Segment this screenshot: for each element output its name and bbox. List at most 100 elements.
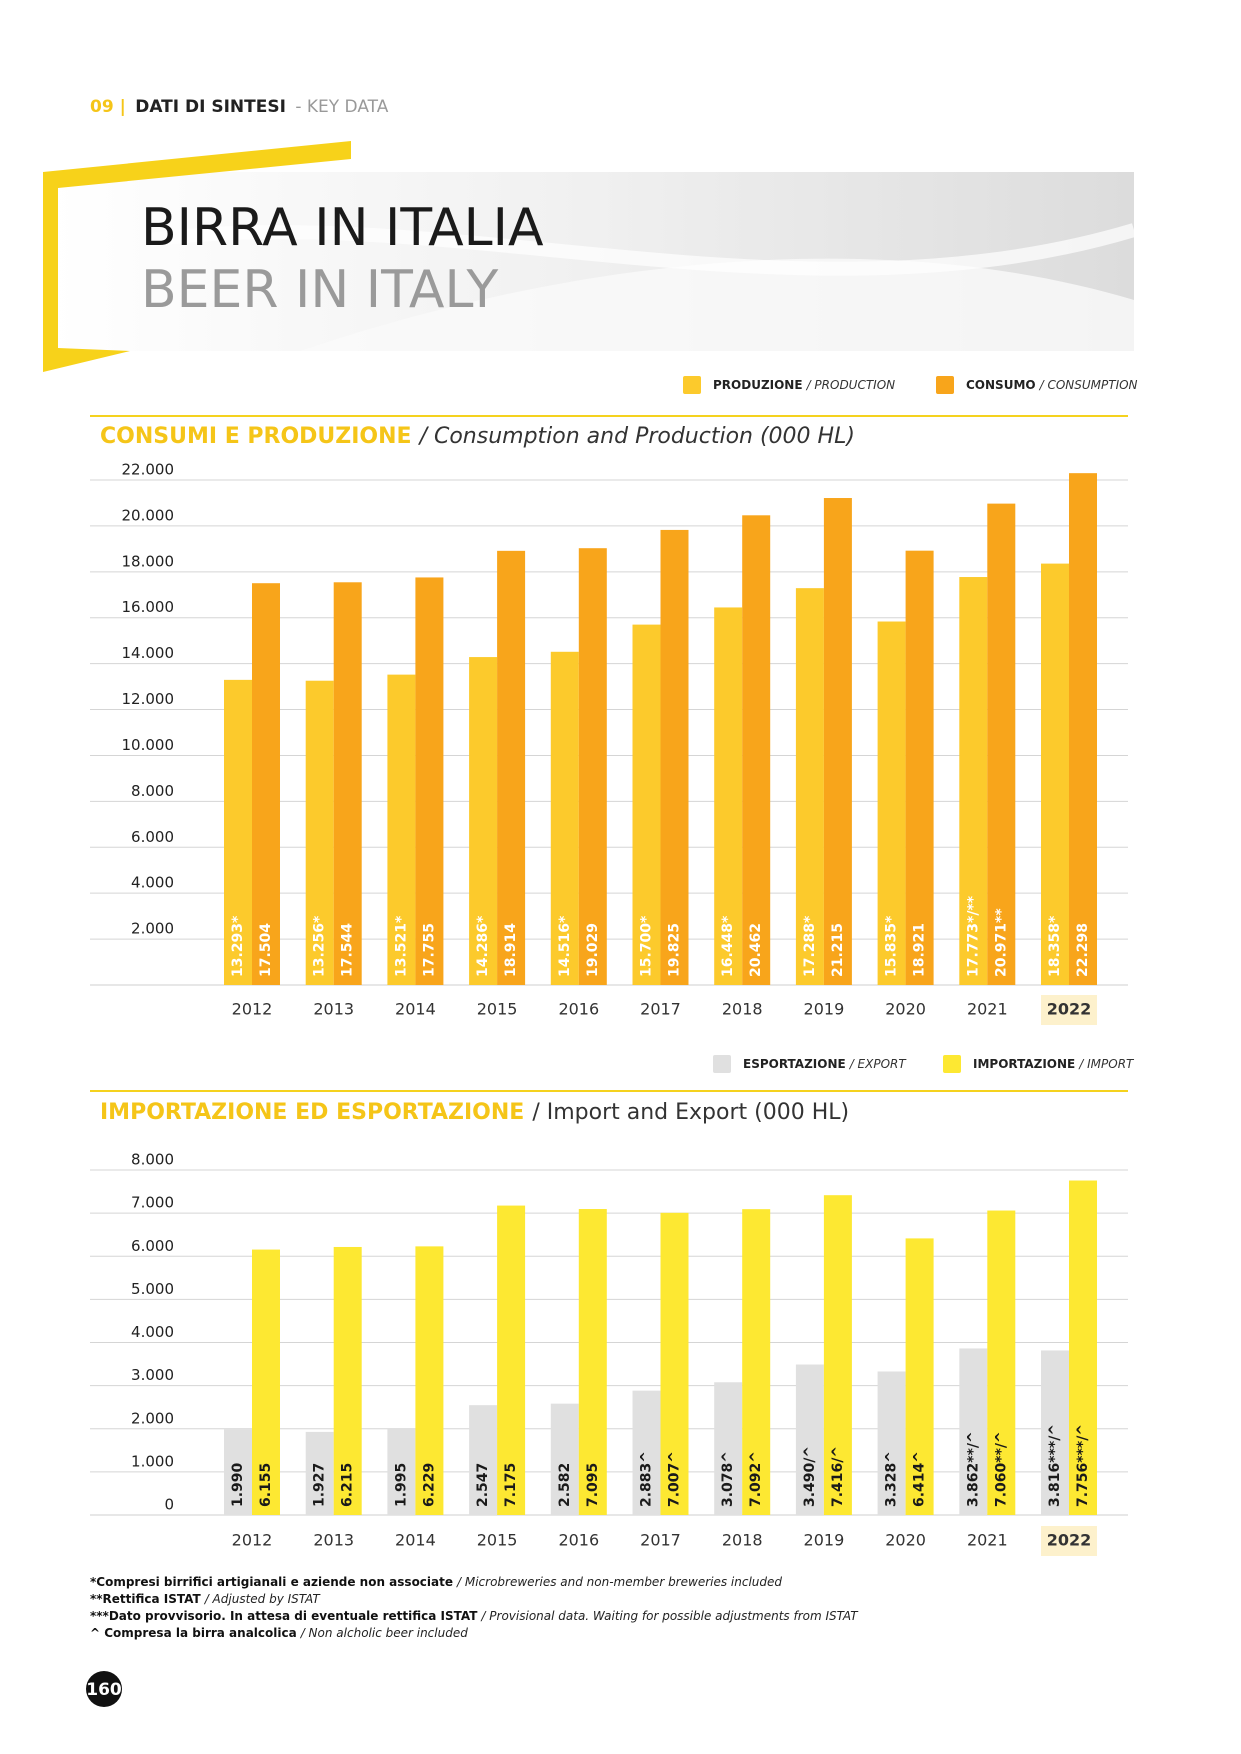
bar [469, 1405, 498, 1515]
legend-swatch [936, 376, 954, 394]
footnote-bold: *Compresi birrifici artigianali e aziend… [90, 1575, 453, 1589]
bar [742, 515, 771, 985]
value-label: 17.544 [340, 923, 356, 977]
legend-name-en: / PRODUCTION [806, 378, 896, 392]
legend-name-en: / EXPORT [849, 1057, 908, 1071]
value-label: 18.914 [503, 923, 519, 977]
bar [1041, 1350, 1069, 1515]
footnote-text: / Adjusted by ISTAT [204, 1592, 322, 1606]
value-label: 15.700* [639, 915, 655, 977]
legend-entry: IMPORTAZIONE / IMPORT [973, 1057, 1135, 1071]
bar [795, 588, 824, 985]
x-tick-label: 2017 [640, 1000, 681, 1019]
bar [469, 657, 498, 985]
bar [877, 621, 906, 985]
chart-title-main: IMPORTAZIONE ED ESPORTAZIONE [100, 1100, 524, 1125]
y-tick-label: 4.000 [131, 1323, 174, 1341]
x-tick-label: 2015 [477, 1000, 518, 1019]
footnote: ***Dato provvisorio. In attesa di eventu… [90, 1609, 859, 1623]
value-label: 17.755 [421, 923, 437, 977]
x-tick-label: 2019 [804, 1000, 845, 1019]
bar [550, 1403, 579, 1515]
bar [252, 583, 280, 985]
bar [632, 624, 661, 985]
x-tick-label: 2022 [1047, 1000, 1092, 1019]
value-label: 3.862**/^ [965, 1431, 981, 1507]
legend-name-en: / IMPORT [1078, 1057, 1135, 1071]
value-label: 7.416/^ [830, 1446, 846, 1507]
legend-entry: CONSUMO / CONSUMPTION [966, 378, 1138, 392]
value-label: 3.490/^ [802, 1446, 818, 1507]
section-number: 09 | [90, 97, 126, 117]
y-tick-label: 12.000 [122, 690, 175, 708]
value-label: 7.175 [503, 1463, 519, 1507]
bar [823, 498, 852, 985]
value-label: 1.990 [230, 1462, 246, 1507]
x-tick-label: 2013 [313, 1000, 354, 1019]
footnote: **Rettifica ISTAT / Adjusted by ISTAT [90, 1592, 321, 1606]
y-tick-label: 8.000 [131, 782, 174, 800]
y-tick-label: 0 [164, 1496, 174, 1514]
y-tick-label: 22.000 [122, 461, 175, 479]
legend-name: IMPORTAZIONE [973, 1057, 1075, 1071]
y-tick-label: 4.000 [131, 874, 174, 892]
footnote-bold: ***Dato provvisorio. In attesa di eventu… [90, 1609, 478, 1623]
y-tick-label: 2.000 [131, 1409, 174, 1427]
bar [387, 674, 416, 985]
value-label: 6.215 [340, 1463, 356, 1507]
value-label: 19.825 [667, 923, 683, 977]
chart-title: CONSUMI E PRODUZIONE / Consumption and Pr… [100, 424, 855, 449]
value-label: 14.286* [475, 915, 491, 977]
value-label: 22.298 [1075, 923, 1091, 977]
y-tick-label: 6.000 [131, 1237, 174, 1255]
bar [497, 550, 526, 985]
x-tick-label: 2018 [722, 1531, 763, 1550]
legend-name: ESPORTAZIONE [743, 1057, 846, 1071]
x-tick-label: 2022 [1047, 1531, 1092, 1550]
y-tick-label: 7.000 [131, 1194, 174, 1212]
page-subtitle: BEER IN ITALY [141, 260, 499, 320]
value-label: 19.029 [585, 923, 601, 977]
highlight-box [1041, 995, 1097, 1025]
value-label: 2.547 [475, 1463, 491, 1507]
section-label: DATI DI SINTESI [135, 97, 286, 117]
page-number: 160 [86, 1680, 122, 1700]
x-tick-label: 2016 [558, 1531, 599, 1550]
bar [905, 1238, 934, 1515]
bar [959, 577, 988, 985]
value-label: 13.293* [230, 915, 246, 977]
value-label: 17.504 [258, 923, 274, 977]
x-tick-label: 2017 [640, 1531, 681, 1550]
title-wave [300, 258, 1134, 351]
bar [224, 1429, 252, 1515]
footnote-bold: ^ Compresa la birra analcolica [90, 1626, 297, 1640]
chart-title: IMPORTAZIONE ED ESPORTAZIONE / Import and… [100, 1100, 849, 1125]
footnote-text: / Microbreweries and non-member brewerie… [456, 1575, 782, 1589]
x-tick-label: 2014 [395, 1000, 436, 1019]
bar [660, 1212, 689, 1515]
section-label-en: - KEY DATA [295, 97, 388, 117]
y-tick-label: 1.000 [131, 1452, 174, 1470]
chart-title-sub: / Consumption and Production (000 HL) [418, 424, 855, 449]
value-label: 21.215 [830, 923, 846, 977]
x-tick-label: 2012 [232, 1531, 273, 1550]
x-tick-label: 2014 [395, 1531, 436, 1550]
y-tick-label: 16.000 [122, 598, 175, 616]
value-label: 3.816***/^ [1047, 1424, 1063, 1507]
value-label: 7.092^ [748, 1451, 764, 1507]
bar [497, 1205, 526, 1515]
legend-swatch [713, 1055, 731, 1073]
bar [415, 1246, 444, 1515]
page-title: BIRRA IN ITALIA [141, 198, 544, 258]
value-label: 15.835* [884, 915, 900, 977]
value-label: 14.516* [557, 915, 573, 977]
bar [333, 1246, 362, 1515]
value-label: 6.155 [258, 1463, 274, 1507]
legend-name: CONSUMO [966, 378, 1036, 392]
bar [742, 1209, 771, 1515]
value-label: 2.883^ [639, 1451, 655, 1507]
y-tick-label: 5.000 [131, 1280, 174, 1298]
bar [632, 1390, 661, 1515]
